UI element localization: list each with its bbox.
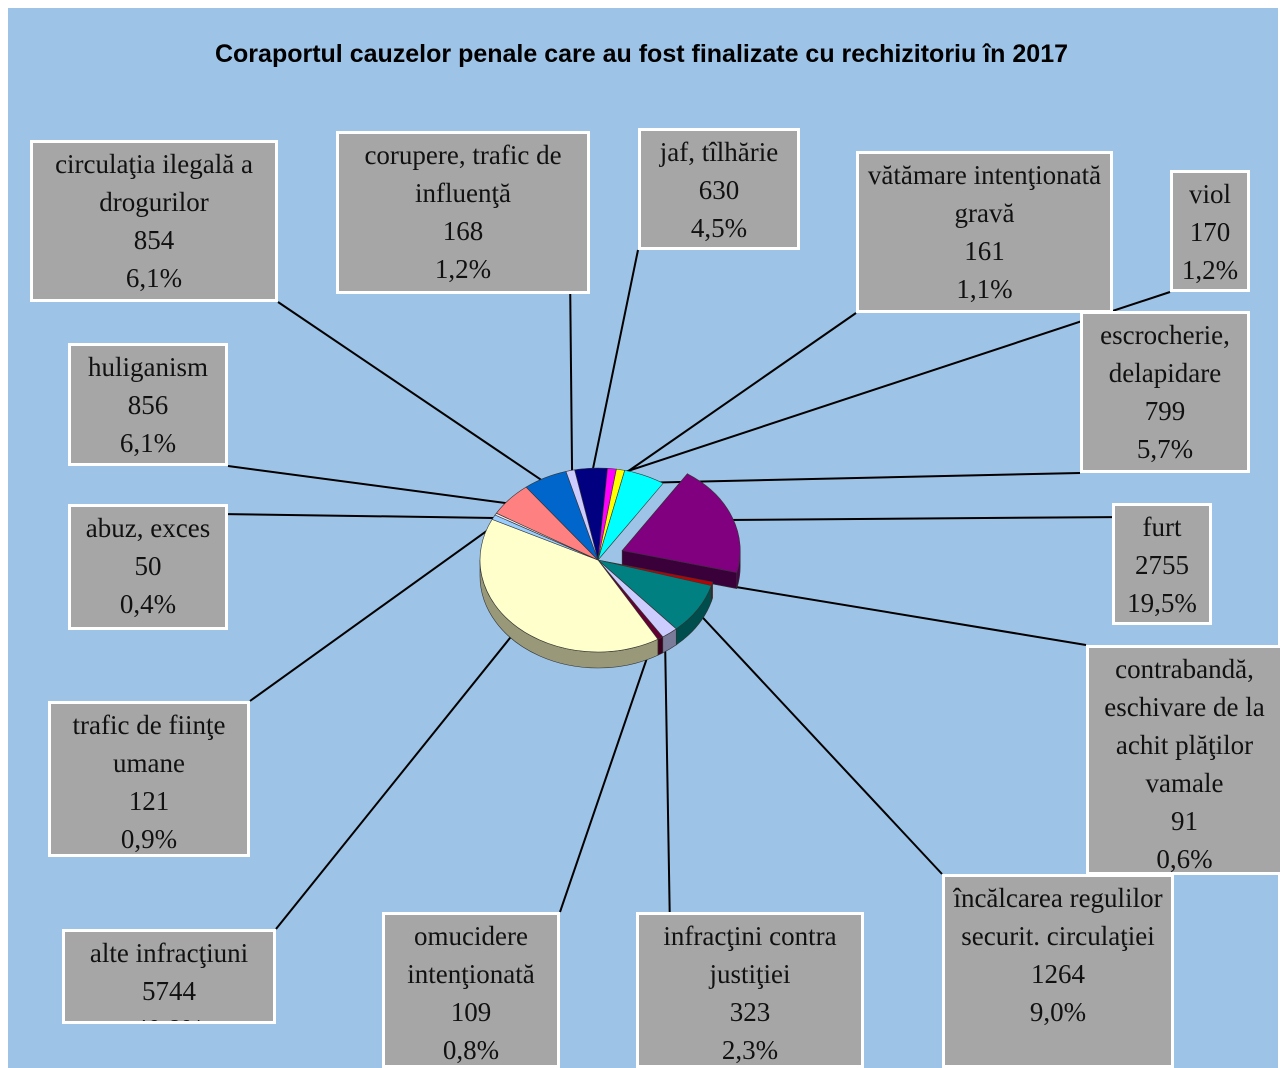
leader-line [641, 472, 1081, 484]
label-name: încălcarea regulilor securit. circulaţie… [953, 883, 1163, 951]
leader-line [249, 520, 502, 702]
label-name: jaf, tîlhărie [659, 137, 779, 167]
label-name: circulaţia ilegală a drogurilor [55, 149, 253, 217]
chart-title: Coraportul cauzelor penale care au fost … [214, 40, 1068, 68]
leader-line [690, 604, 943, 875]
label-value: 630 [698, 175, 740, 205]
leader-lines [227, 249, 1171, 930]
label-share: 19,5% [1127, 588, 1197, 618]
label-name: furt [1142, 512, 1182, 542]
leader-line [610, 291, 1171, 478]
leader-line [663, 626, 671, 913]
label-share: 1,2% [434, 254, 492, 284]
label-value: 50 [134, 551, 162, 581]
slice [597, 470, 664, 561]
leader-line [590, 249, 639, 477]
label-share: 0,6% [1156, 844, 1213, 874]
label-share: 5,7% [1136, 434, 1194, 464]
data-label: contrabandă, eschivare de la achit plăţi… [1086, 645, 1283, 875]
leader-line [704, 580, 1087, 646]
label-name: escrocherie, delapidare [1100, 320, 1230, 388]
label-name: trafic de fiinţe umane [72, 710, 226, 778]
label-name: huliganism [88, 352, 208, 382]
data-label: trafic de fiinţe umane 121 0,9% [48, 701, 250, 857]
label-value: 323 [729, 997, 771, 1027]
label-name: contrabandă, eschivare de la achit plăţi… [1104, 654, 1265, 798]
label-value: 121 [128, 786, 170, 816]
label-name: vătămare intenţionată gravă [867, 160, 1102, 228]
leader-line [618, 312, 857, 479]
data-label: escrocherie, delapidare 799 5,7% [1080, 311, 1250, 473]
leader-line [227, 465, 516, 506]
label-name: viol [1188, 179, 1231, 209]
label-share: 1,1% [956, 274, 1013, 304]
label-name: corupere, trafic de influenţă [364, 140, 562, 208]
leader-line [227, 513, 503, 520]
leader-line [724, 516, 1113, 521]
label-name: alte infracţiuni [89, 938, 249, 968]
label-value: 170 [1189, 217, 1231, 247]
label-share: 2,3% [721, 1035, 779, 1065]
label-share: 0,9% [120, 824, 178, 854]
slice-side [657, 636, 664, 656]
label-value: 799 [1144, 396, 1186, 426]
data-label: viol 170 1,2% [1170, 170, 1250, 292]
label-value: 109 [450, 997, 492, 1027]
data-label: omucidere intenţionată 109 0,8% [382, 912, 560, 1068]
leader-line [559, 630, 658, 913]
label-share: 6,1% [125, 263, 183, 293]
data-label: circulaţia ilegală a drogurilor 854 6,1% [30, 140, 278, 302]
leader-line [275, 620, 524, 930]
label-value: 161 [964, 236, 1005, 266]
label-share: 40,8% [71, 1010, 267, 1021]
slice [565, 469, 599, 561]
data-label: infracţini contra justiţiei 323 2,3% [636, 912, 864, 1068]
label-value: 856 [127, 390, 169, 420]
pie-tops [479, 467, 741, 653]
label-share: 9,0% [1029, 997, 1087, 1027]
label-share: 0,4% [119, 589, 177, 619]
label-value: 854 [133, 225, 175, 255]
leader-line [277, 301, 550, 486]
label-value: 5744 [142, 976, 196, 1006]
data-label: abuz, exces 50 0,4% [68, 504, 228, 630]
label-share: 0,8% [442, 1035, 500, 1065]
label-name: infracţini contra justiţiei [663, 921, 837, 989]
label-value: 91 [1171, 806, 1198, 836]
label-share: 1,2% [1181, 255, 1239, 285]
label-share: 6,1% [119, 428, 177, 458]
label-value: 168 [442, 216, 484, 246]
data-label: furt 2755 19,5% [1112, 503, 1212, 625]
data-label: jaf, tîlhărie 630 4,5% [638, 128, 800, 250]
slice [479, 519, 659, 653]
slice [621, 473, 741, 573]
label-name: omucidere intenţionată [407, 921, 535, 989]
label-name: abuz, exces [85, 513, 211, 543]
data-label: huliganism 856 6,1% [68, 343, 228, 466]
label-value: 1264 [1031, 959, 1085, 989]
data-label: încălcarea regulilor securit. circulaţie… [942, 874, 1174, 1068]
data-label: corupere, trafic de influenţă 168 1,2% [336, 131, 590, 294]
leader-line [569, 293, 574, 479]
data-label: vătămare intenţionată gravă 161 1,1% [856, 151, 1113, 313]
label-share: 4,5% [690, 213, 748, 243]
data-label: alte infracţiuni 5744 40,8% [62, 929, 276, 1024]
label-value: 2755 [1135, 550, 1189, 580]
